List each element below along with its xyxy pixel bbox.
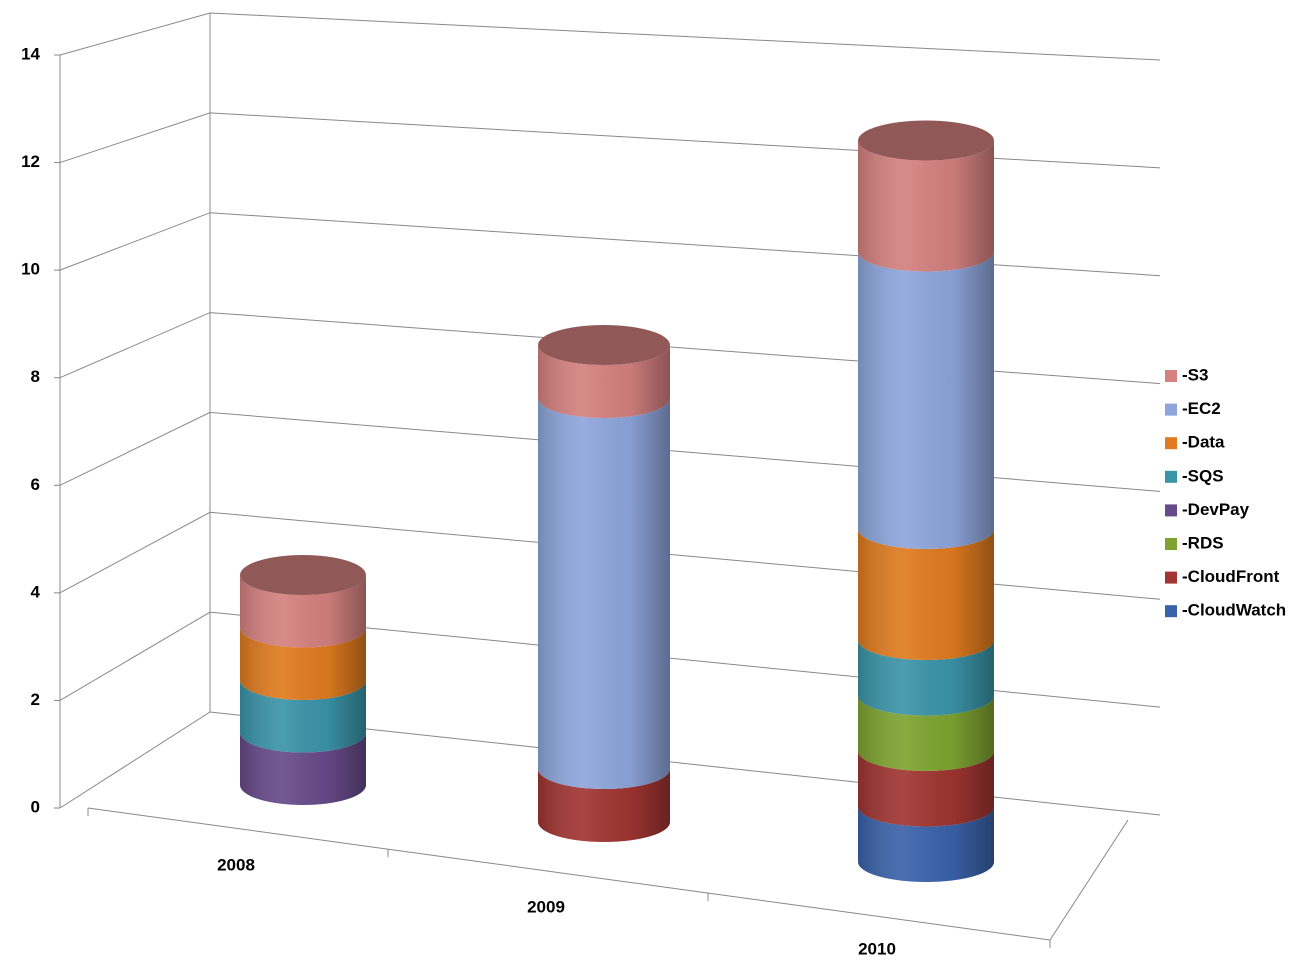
legend-swatch <box>1165 538 1177 550</box>
segment-shade <box>858 251 994 549</box>
cylinder-cap <box>538 325 670 365</box>
grid-line <box>59 711 1161 816</box>
y-tick-label: 4 <box>31 582 41 601</box>
legend-label: -S3 <box>1182 365 1208 384</box>
segment-shade <box>538 345 670 418</box>
y-tick-label: 10 <box>21 260 40 279</box>
segment-shade <box>858 640 994 716</box>
segment-shade <box>538 398 670 789</box>
legend-label: -DevPay <box>1182 500 1250 519</box>
legend-swatch <box>1165 437 1177 450</box>
y-tick-label: 12 <box>21 152 40 171</box>
grid-line <box>59 511 1161 600</box>
segment-shade <box>858 806 994 882</box>
legend-label: -EC2 <box>1182 399 1221 418</box>
segment-shade <box>858 695 994 771</box>
segment-shade <box>240 680 366 753</box>
segment-shade <box>240 627 366 700</box>
legend-swatch <box>1165 470 1177 483</box>
grid-line <box>59 611 1161 708</box>
legend-swatch <box>1165 504 1177 517</box>
y-tick-label: 8 <box>31 367 40 386</box>
y-tick-label: 0 <box>31 797 40 816</box>
legend-label: -CloudWatch <box>1182 601 1286 620</box>
x-tick-label: 2010 <box>858 939 896 958</box>
segment-shade <box>858 140 994 272</box>
segment-shade <box>538 769 670 842</box>
segment-shade <box>858 751 994 827</box>
grid-line <box>59 12 1161 61</box>
legend-label: -SQS <box>1182 466 1224 485</box>
y-tick-label: 6 <box>31 475 40 494</box>
grid-line <box>59 411 1161 492</box>
y-tick-label: 2 <box>31 690 40 709</box>
segment-shade <box>240 732 366 805</box>
grid-line <box>59 312 1161 385</box>
cylinder-cap <box>858 120 994 161</box>
segment-shade <box>858 529 994 660</box>
grid-line <box>59 212 1161 277</box>
legend-label: -RDS <box>1182 533 1224 552</box>
x-tick-label: 2008 <box>217 855 255 874</box>
legend-swatch <box>1165 403 1177 416</box>
legend-swatch <box>1165 370 1177 382</box>
legend-label: -CloudFront <box>1182 567 1280 586</box>
grid-line <box>59 112 1161 169</box>
segment-shade <box>240 575 366 648</box>
y-tick-label: 14 <box>21 44 40 63</box>
legend-swatch <box>1165 571 1177 584</box>
legend-swatch <box>1165 605 1177 618</box>
cylinder-cap <box>240 555 366 595</box>
x-tick-label: 2009 <box>527 897 565 916</box>
legend-label: -Data <box>1182 433 1225 452</box>
